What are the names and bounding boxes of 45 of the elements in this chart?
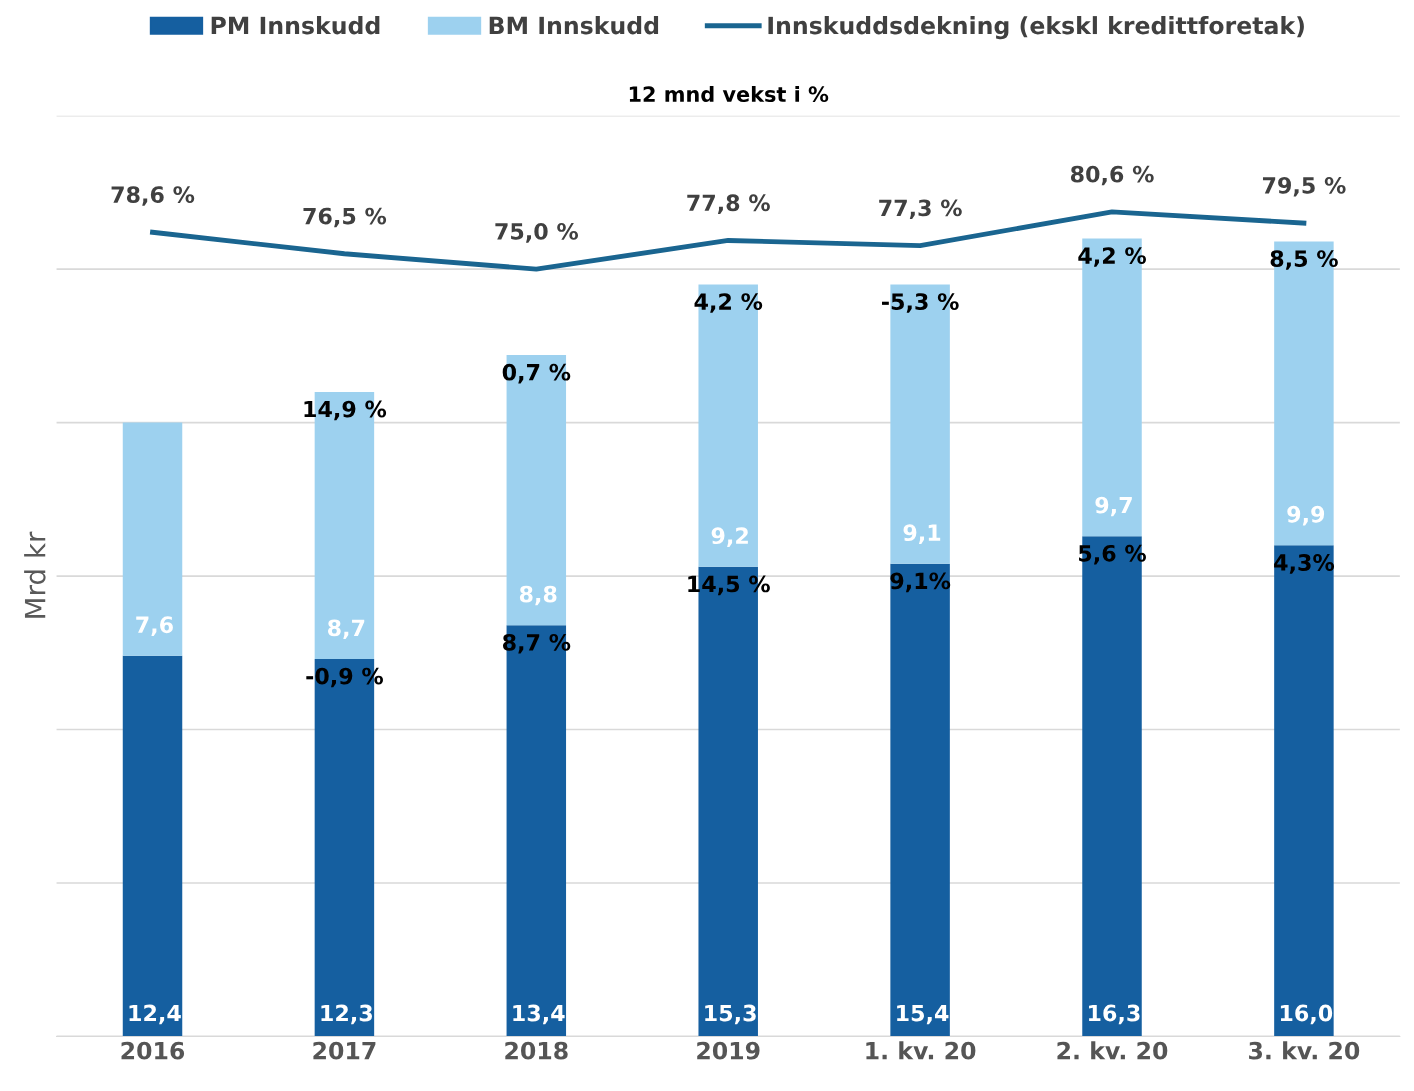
- legend-label: PM Innskudd: [211, 16, 380, 35]
- chart-title: 12 mnd vekst i %: [629, 85, 829, 103]
- data-label: 9,9: [1287, 505, 1325, 526]
- bar: [122, 422, 183, 656]
- data-label: 12,3: [321, 1004, 372, 1025]
- data-label: 13,4: [513, 1004, 565, 1025]
- x-tick-label: 1. kv. 20: [866, 1041, 976, 1060]
- annotation: 4,2 %: [1078, 247, 1146, 267]
- data-label: 15,4: [897, 1004, 949, 1025]
- data-label: 9,7: [1095, 496, 1132, 517]
- data-label: 15,3: [705, 1004, 756, 1025]
- data-label: 8,8: [519, 585, 557, 606]
- legend-label: Innskuddsdekning (ekskl kredittforetak): [768, 16, 1304, 40]
- x-tick-label: 2018: [505, 1041, 568, 1060]
- x-tick-label: 2. kv. 20: [1057, 1041, 1168, 1060]
- legend-label: BM Innskudd: [489, 16, 659, 35]
- annotation: 0,7 %: [502, 363, 571, 384]
- x-tick-label: 3. kv. 20: [1249, 1041, 1360, 1060]
- bar: [1274, 545, 1334, 1037]
- data-label: 9,2: [711, 527, 748, 547]
- x-tick-label: 2017: [313, 1041, 376, 1060]
- data-label: 16,0: [1280, 1004, 1333, 1025]
- annotation: -5,3 %: [882, 293, 959, 313]
- data-label: 77,3 %: [879, 199, 962, 220]
- data-label: 12,4: [129, 1004, 181, 1025]
- data-label: 76,5 %: [303, 207, 387, 228]
- annotation: 14,9 %: [304, 400, 387, 421]
- bar: [122, 655, 183, 1037]
- data-label: 75,0 %: [495, 223, 579, 243]
- data-label: 80,6 %: [1070, 165, 1154, 186]
- data-label: 79,5 %: [1262, 176, 1346, 197]
- x-tick-label: 2019: [697, 1041, 760, 1060]
- annotation: 4,3%: [1274, 554, 1335, 574]
- data-label: 77,8 %: [687, 194, 770, 214]
- data-label: 7,6: [136, 616, 173, 636]
- x-tick-label: 2016: [121, 1041, 185, 1060]
- data-label: 8,7: [328, 619, 365, 640]
- data-label: 16,3: [1089, 1004, 1140, 1025]
- bar: [890, 563, 950, 1037]
- annotation: 8,5 %: [1270, 250, 1338, 270]
- y-axis-title: Mrd kr: [24, 531, 46, 618]
- annotation: 9,1%: [890, 572, 951, 593]
- data-label: 78,6 %: [111, 186, 195, 206]
- annotation: 4,2 %: [694, 293, 763, 313]
- data-label: 9,1: [903, 524, 941, 544]
